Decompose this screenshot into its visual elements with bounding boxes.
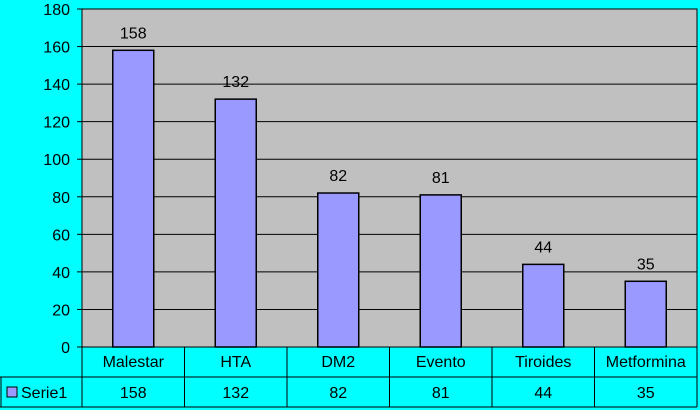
legend-series-name: Serie1 xyxy=(21,385,67,402)
y-tick-label: 160 xyxy=(43,40,70,57)
y-tick-label: 0 xyxy=(61,340,70,357)
bar xyxy=(317,192,360,348)
y-tick-label: 60 xyxy=(52,227,70,244)
table-value: 81 xyxy=(432,385,450,402)
category-label: Evento xyxy=(416,354,466,371)
bar xyxy=(522,263,565,348)
y-tick-label: 100 xyxy=(43,152,70,169)
category-label: DM2 xyxy=(321,354,355,371)
y-tick-label: 180 xyxy=(43,2,70,19)
bar xyxy=(624,280,667,348)
plot-area xyxy=(81,8,698,348)
y-tick-label: 20 xyxy=(52,302,70,319)
bar xyxy=(419,194,462,348)
y-axis: 0 20 40 60 80 100 120 140 160 180 xyxy=(43,2,83,357)
y-tick-label: 140 xyxy=(43,77,70,94)
y-tick-label: 120 xyxy=(43,115,70,132)
category-label: Metformina xyxy=(606,354,686,371)
table-value: 132 xyxy=(222,385,249,402)
data-label: 82 xyxy=(329,168,347,185)
bar xyxy=(112,49,155,348)
y-tick-label: 40 xyxy=(52,265,70,282)
y-tick-label: 80 xyxy=(52,190,70,207)
bar xyxy=(214,98,257,348)
bars xyxy=(112,49,667,348)
table-value: 82 xyxy=(329,385,347,402)
data-table: Malestar HTA DM2 Evento Tiroides Metformina Se… xyxy=(0,346,698,408)
data-label: 81 xyxy=(432,170,450,187)
category-label: HTA xyxy=(220,354,251,371)
legend-swatch xyxy=(6,386,18,398)
category-label: Tiroides xyxy=(515,354,571,371)
table-value: 35 xyxy=(637,385,655,402)
data-label: 44 xyxy=(534,239,552,256)
table-value: 44 xyxy=(534,385,552,402)
category-label: Malestar xyxy=(103,354,165,371)
plot-area-group xyxy=(81,8,698,348)
data-label: 35 xyxy=(637,256,655,273)
data-label: 158 xyxy=(120,25,147,42)
data-labels: 158 132 82 81 44 35 xyxy=(120,25,655,273)
table-value: 158 xyxy=(120,385,147,402)
data-label: 132 xyxy=(222,74,249,91)
